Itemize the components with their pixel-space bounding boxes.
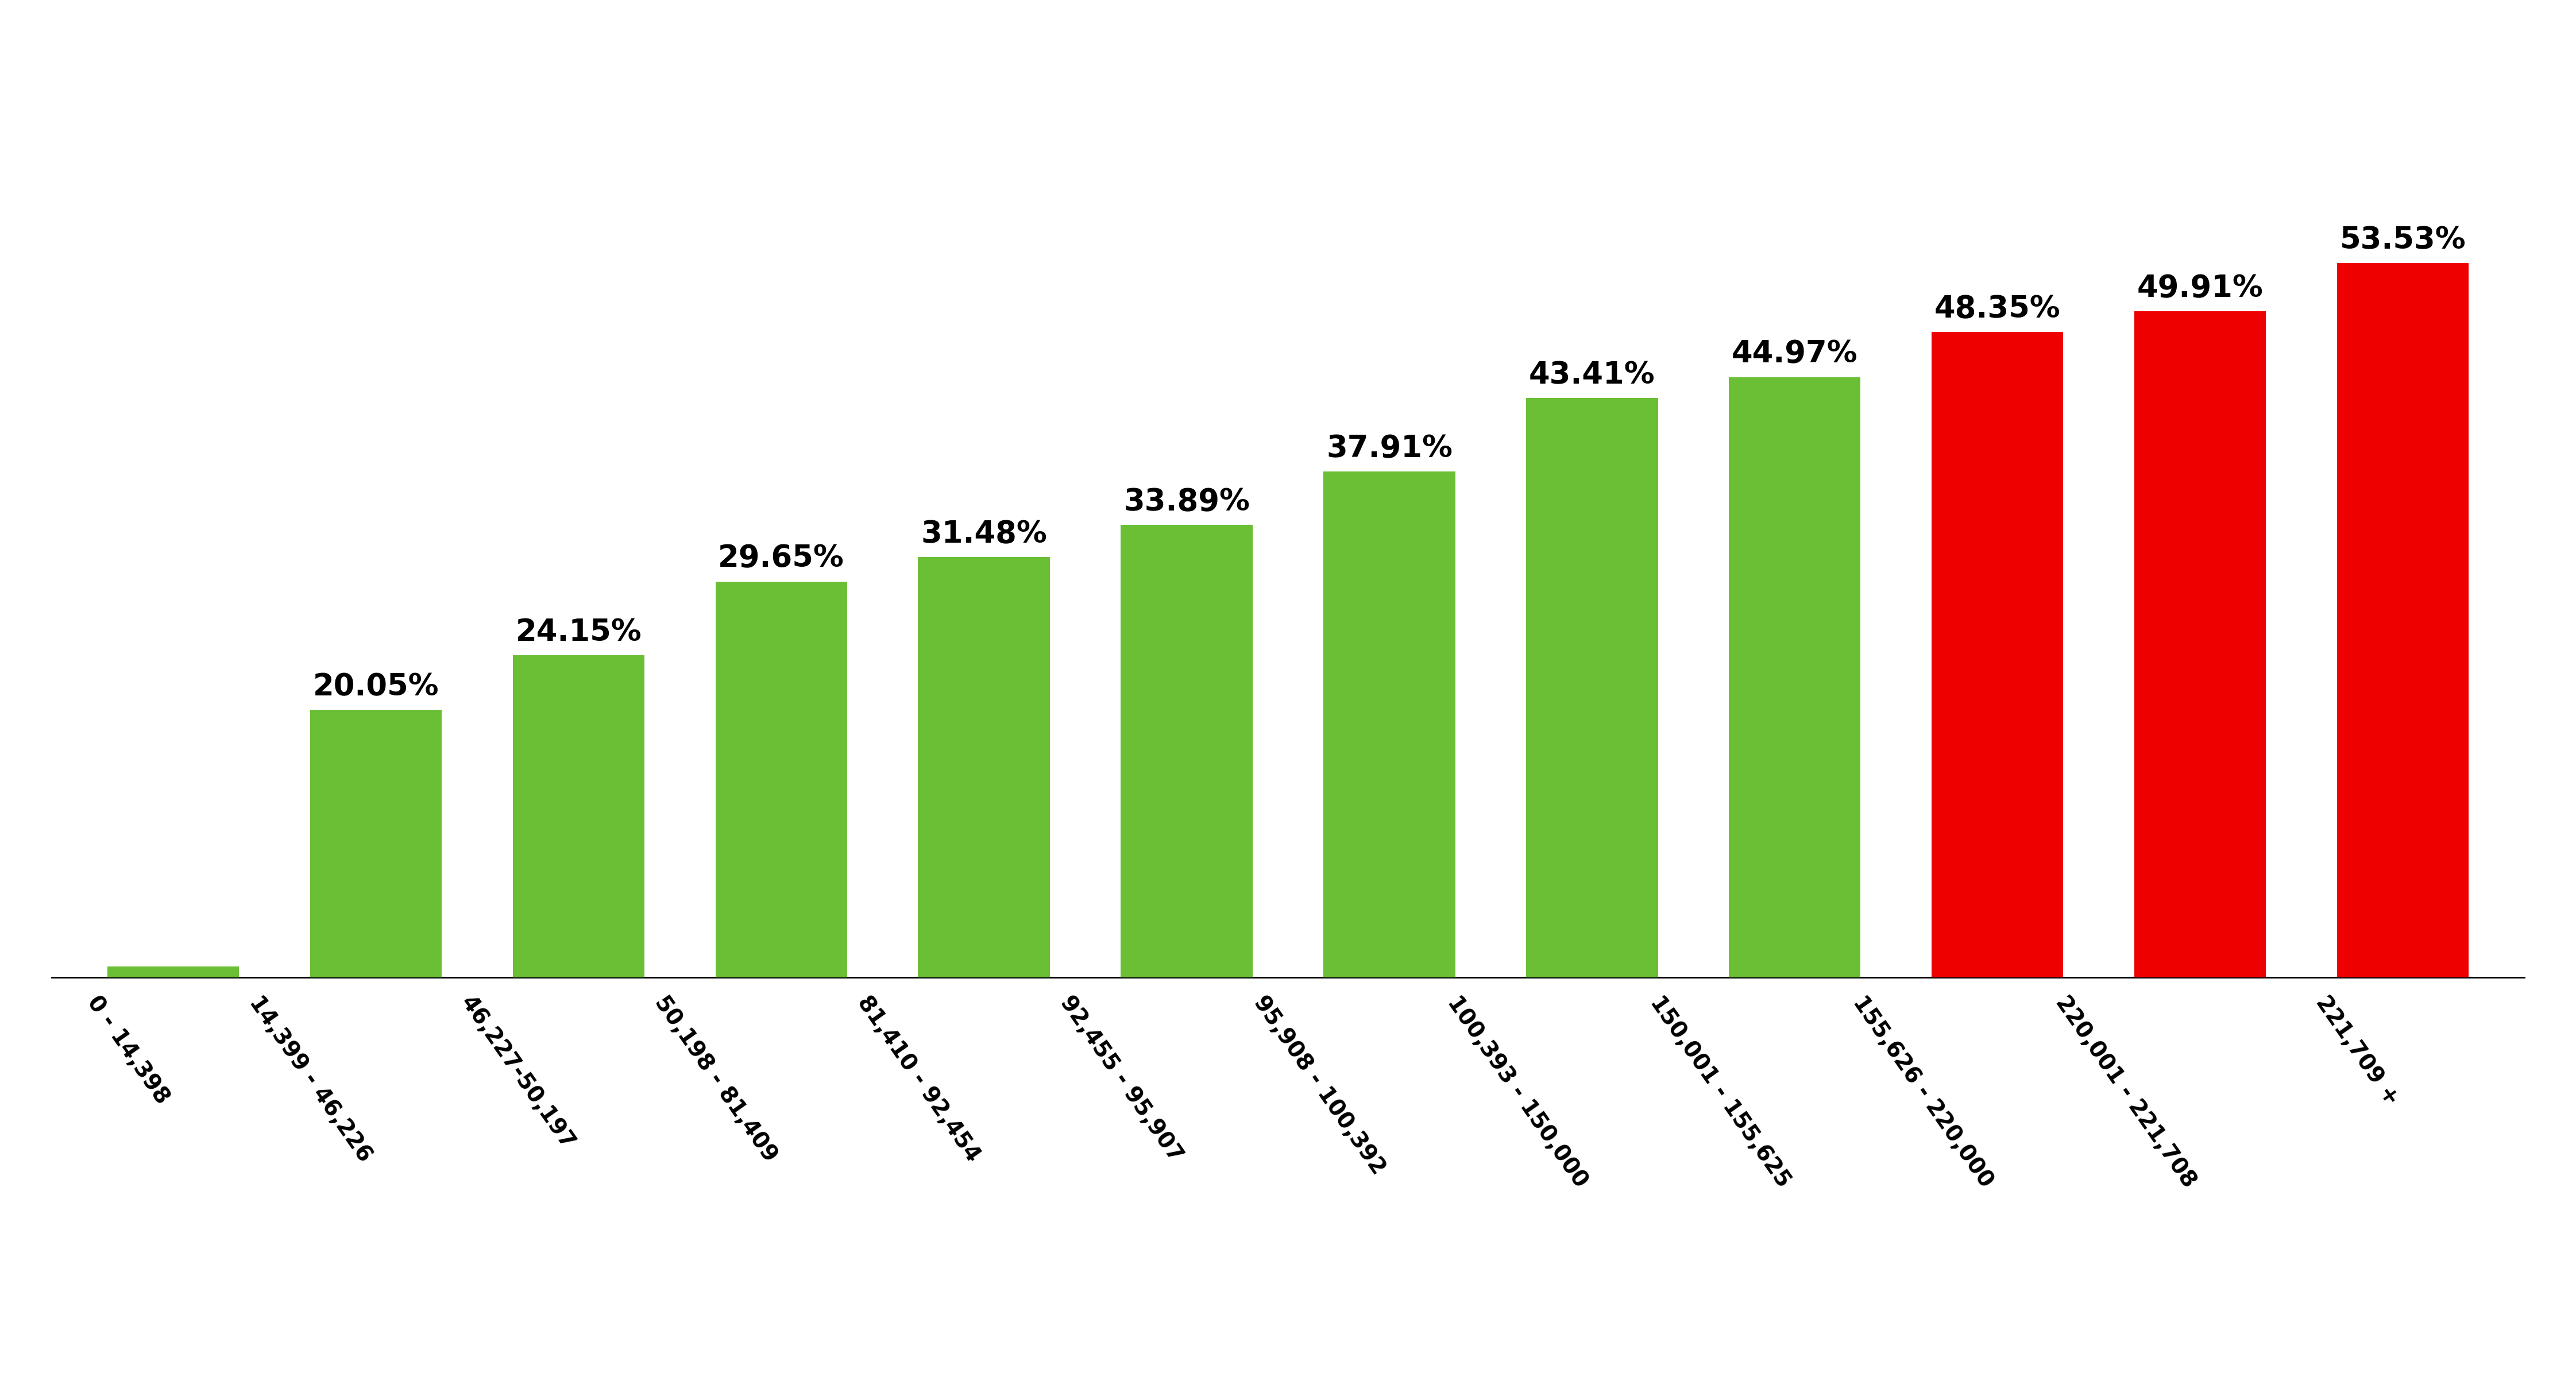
Text: 31.48%: 31.48% — [920, 519, 1046, 549]
Bar — [2336, 262, 2468, 977]
Text: 44.97%: 44.97% — [1731, 339, 1857, 369]
Bar — [108, 966, 240, 977]
Bar — [1121, 525, 1252, 977]
Text: 43.41%: 43.41% — [1530, 360, 1656, 389]
Text: 49.91%: 49.91% — [2138, 274, 2264, 303]
Text: 24.15%: 24.15% — [515, 617, 641, 646]
Bar — [309, 709, 440, 977]
Text: 48.35%: 48.35% — [1935, 295, 2061, 324]
Bar — [1525, 398, 1659, 977]
Bar — [917, 557, 1051, 977]
Bar — [716, 582, 848, 977]
Bar — [2136, 311, 2267, 977]
Text: 53.53%: 53.53% — [2339, 225, 2465, 255]
Text: 20.05%: 20.05% — [312, 671, 438, 702]
Text: 37.91%: 37.91% — [1327, 433, 1453, 463]
Text: 29.65%: 29.65% — [719, 543, 845, 574]
Bar — [1324, 472, 1455, 977]
Bar — [1728, 377, 1860, 977]
Bar — [513, 655, 644, 977]
Text: 33.89%: 33.89% — [1123, 487, 1249, 517]
Bar — [1932, 332, 2063, 977]
